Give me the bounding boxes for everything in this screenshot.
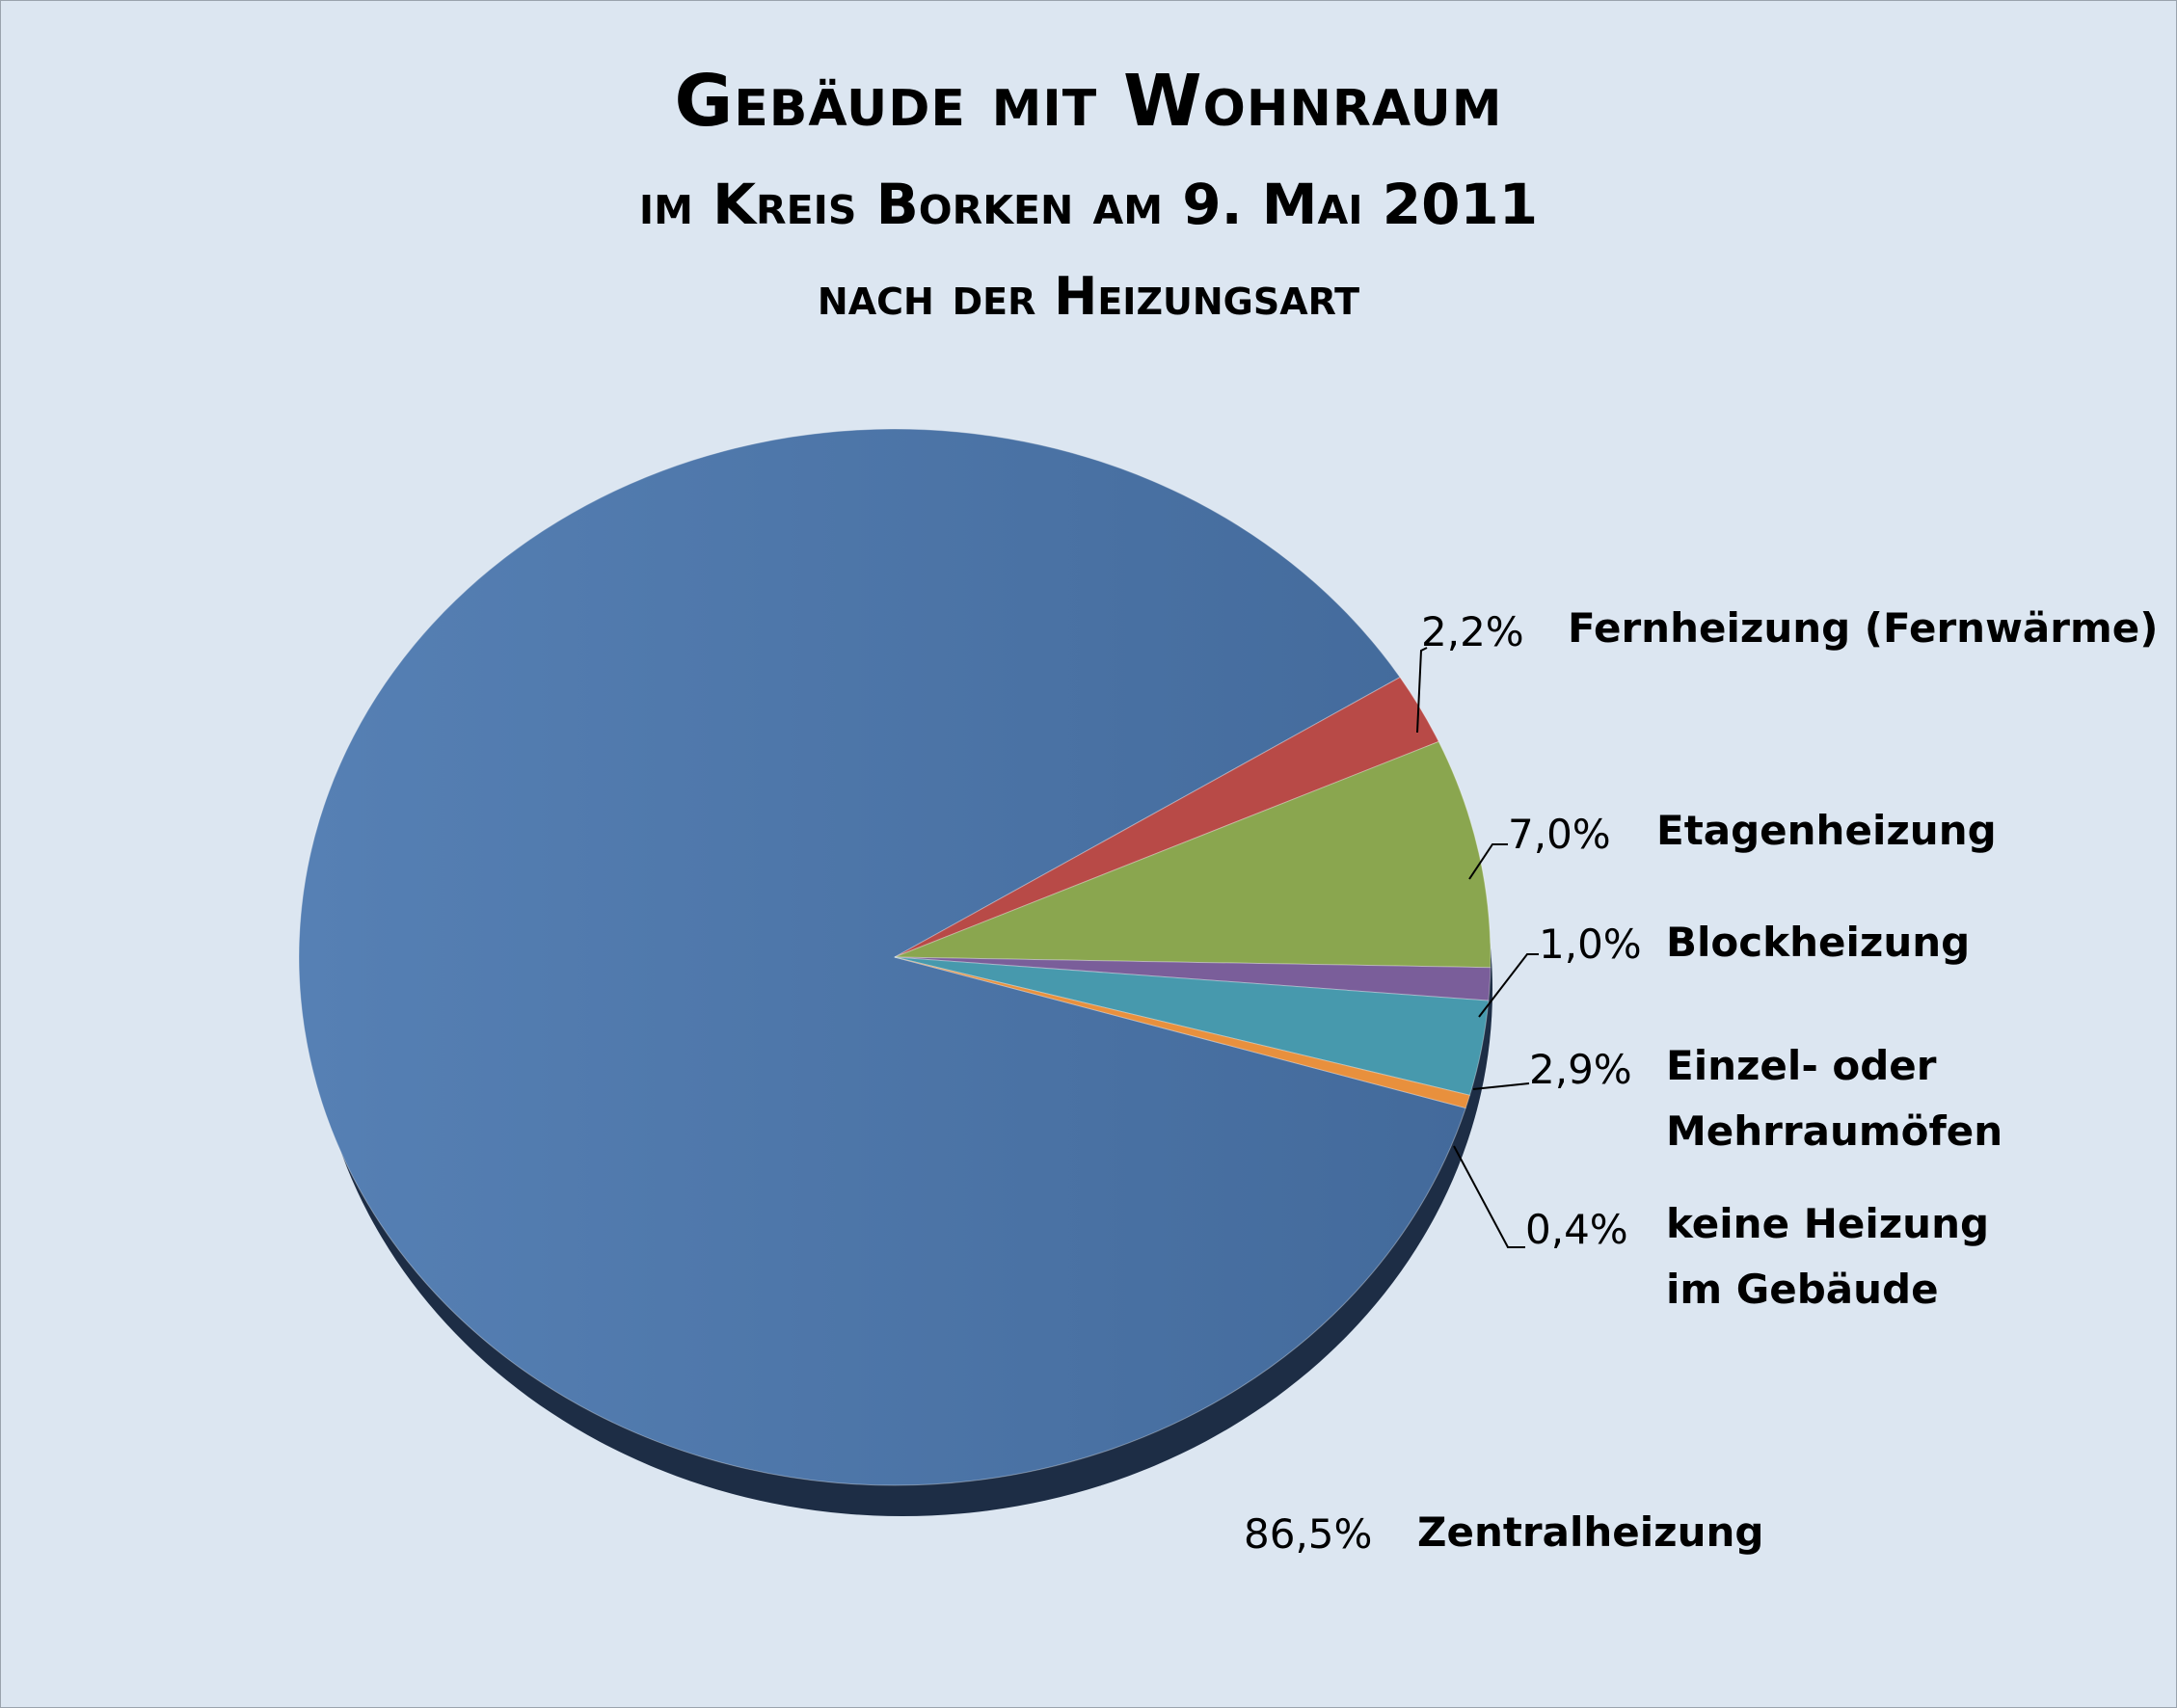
chart-title: Gebäude mit Wohnraum bbox=[674, 60, 1503, 143]
leader-line-fernheizung bbox=[1416, 647, 1428, 734]
slice-percent-blockheizung: 1,0% bbox=[1539, 921, 1642, 968]
leader-line-einzelofen bbox=[1472, 1082, 1530, 1090]
slice-label-zentralheizung: Zentralheizung bbox=[1417, 1508, 1764, 1556]
slice-label-einzelofen-line1: Einzel- oder bbox=[1666, 1042, 1937, 1089]
leader-line-keine-heizung bbox=[1453, 1145, 1525, 1248]
pie-slice-keine-heizung-im-gebäude bbox=[894, 956, 1471, 1109]
leader-line-blockheizung bbox=[1478, 953, 1539, 1018]
slice-percent-einzelofen: 2,9% bbox=[1529, 1046, 1632, 1093]
slice-percent-fernheizung: 2,2% bbox=[1421, 608, 1524, 655]
chart-subtitle-2: nach der Heizungsart bbox=[817, 266, 1360, 327]
pie-slice-etagenheizung bbox=[894, 740, 1492, 969]
leader-line-etagenheizung bbox=[1468, 843, 1508, 880]
slice-label-etagenheizung: Etagenheizung bbox=[1656, 807, 1997, 854]
slice-label-einzelofen-line2: Mehrraumöfen bbox=[1666, 1108, 2003, 1155]
slice-label-keine-heizung-line1: keine Heizung bbox=[1666, 1200, 1990, 1247]
slice-percent-etagenheizung: 7,0% bbox=[1508, 811, 1611, 858]
slice-label-keine-heizung-line2: im Gebäude bbox=[1666, 1266, 1939, 1313]
pie-slice-einzel-oder-mehrraumöfen bbox=[894, 956, 1490, 1096]
slice-percent-keine-heizung: 0,4% bbox=[1525, 1206, 1628, 1253]
pie-slice-blockheizung bbox=[894, 956, 1492, 1001]
chart-subtitle: im Kreis Borken am 9. Mai 2011 bbox=[638, 172, 1539, 237]
slice-percent-zentralheizung: 86,5% bbox=[1244, 1510, 1373, 1558]
slice-label-blockheizung: Blockheizung bbox=[1666, 919, 1971, 966]
pie-slice-zentralheizung bbox=[298, 428, 1466, 1486]
pie-slice-fernheizung-fernwärme bbox=[894, 676, 1439, 958]
slice-label-fernheizung: Fernheizung (Fernwärme) bbox=[1568, 604, 2159, 652]
